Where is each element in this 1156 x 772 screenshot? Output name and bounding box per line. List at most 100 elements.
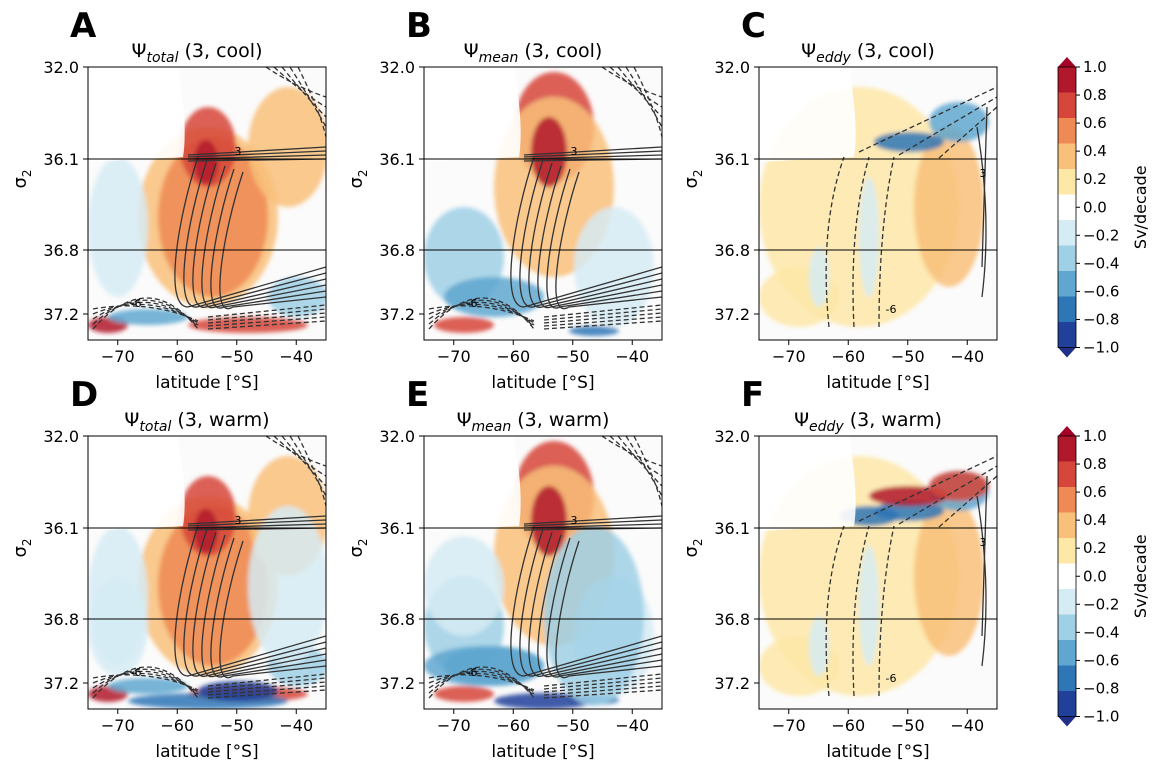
colorbar-swatch [1058,322,1076,348]
contour-negative [297,436,326,507]
y-tick-label: 37.2 [714,674,750,693]
shading-blob [108,309,188,325]
plot-frame [87,435,327,710]
colorbar-tick-label: −0.8 [1083,679,1119,697]
contour-positive [510,525,662,677]
x-tick-label: −40 [615,716,649,735]
y-tick-label: 32.0 [43,58,79,77]
blank-region [424,67,521,162]
contour-negative [625,436,662,497]
colorbar-swatch [1058,538,1076,564]
contour-label: 3 [980,536,987,549]
contour-negative [543,681,662,693]
colorbar-swatch [1058,194,1076,220]
colorbar-label: Sv/decade [1131,165,1150,249]
shading-blob [809,247,829,307]
contour-positive [210,537,326,678]
shading-blob [108,678,188,694]
shading-blob [869,486,949,506]
colorbar-tick-label: 0.4 [1083,511,1107,529]
y-tick-label: 37.2 [379,674,415,693]
y-axis-label-sub: 2 [691,169,705,177]
panel-title: Ψeddy (3, cool) [801,40,935,66]
panel-letter: C [741,6,766,46]
panel-title: Ψtotal (3, cool) [132,40,263,66]
contour-positive [187,146,326,156]
colorbar: 1.0 0.8 0.6 0.4 0.2 0.0 −0.2 −0.4 −0.6 −0.8 −1.0 Sv… [1057,426,1150,727]
y-axis-label: σ2 [681,538,705,557]
y-tick-label: 36.8 [379,241,415,260]
contour-negative [428,666,535,699]
colorbar-tick-label: −0.6 [1083,651,1119,669]
y-axis-label: σ2 [10,169,34,188]
contour-negative [428,672,535,693]
contour-negative [207,681,326,693]
y-tick-label: 36.8 [43,241,79,260]
contour-positive [183,159,326,308]
panel-title-sub: total [146,50,178,66]
colorbar-tick-label: 0.2 [1083,539,1107,557]
colorbar-tick-label: −0.6 [1083,282,1119,300]
shading-blob [859,546,879,666]
contour-negative [289,436,326,497]
contour-positive [528,162,662,308]
y-tick-label: 36.1 [43,519,79,538]
y-tick-label: 36.1 [379,519,415,538]
contour-negative [601,436,662,467]
contour-label: -6 [886,672,897,685]
x-axis-label: latitude [°S] [491,373,594,393]
contour-positive [201,165,326,309]
colorbar-tick-label: −1.0 [1083,708,1119,726]
colorbar-tick-label: 0.6 [1083,114,1107,132]
contour-positive [187,154,326,160]
x-tick-label: −60 [160,347,194,366]
x-tick-label: −60 [831,347,865,366]
contour-negative [428,305,535,322]
blank-region [88,436,185,531]
shading [88,87,326,333]
contour-positive [519,159,662,308]
contour-negative [543,316,662,327]
contour-negative [633,436,662,507]
shading-blob [494,693,594,709]
contour-negative [428,297,535,330]
contour-positive [192,162,326,308]
y-tick-label: 37.2 [43,674,79,693]
contour-negative [543,677,662,690]
colorbar-extend-min [1058,347,1076,358]
colorbar-swatch [1058,665,1076,691]
colorbar-tick-label: 0.4 [1083,142,1107,160]
y-tick-label: 36.8 [379,610,415,629]
colorbar-tick-label: −0.4 [1083,623,1119,641]
y-tick-label: 37.2 [714,305,750,324]
contour-positive [976,126,987,298]
colorbar-swatch [1058,512,1076,538]
shading-blob [434,686,494,702]
contour-negative [898,465,997,525]
colorbar-swatch [1058,271,1076,297]
contour-negative [92,305,199,322]
contour-label: -6 [886,303,897,316]
shading-blob [248,87,326,207]
shading-blob [434,317,494,333]
colorbar-swatch [1058,118,1076,144]
x-tick-label: −50 [220,716,254,735]
x-axis-label: latitude [°S] [826,373,929,393]
contour-positive [523,519,662,527]
y-tick-label: 36.8 [714,610,750,629]
contour-negative [878,156,895,328]
x-tick-label: −60 [496,716,530,735]
contour-negative [938,475,997,528]
y-axis-label: σ2 [10,538,34,557]
shading-blob [248,506,326,666]
x-tick-label: −40 [950,347,984,366]
contour-negative [858,86,997,153]
colorbar-tick-label: 1.0 [1083,427,1107,445]
panel-b: 3 -6 32.0 36.1 36.8 37.2 −70 −60 −50 −40 latitude … [346,6,663,393]
blank-region [424,436,521,531]
panel-title-rest: (3, cool) [518,40,602,62]
colorbar-swatch [1058,245,1076,271]
contour-positive [219,171,326,310]
contour-label: 3 [235,514,242,527]
blank-region [88,67,185,162]
